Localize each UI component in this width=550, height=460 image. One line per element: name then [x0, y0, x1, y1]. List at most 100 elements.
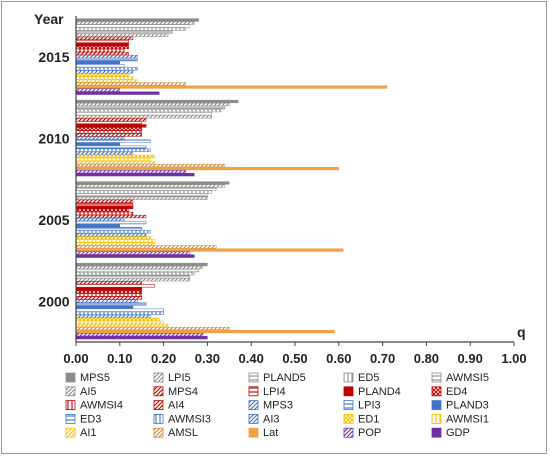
- bar-mps4-2005: [75, 199, 134, 203]
- legend-label-amsl: AMSL: [168, 427, 198, 439]
- legend-swatch-gdp: [431, 427, 442, 438]
- bar-lpi3-2010: [75, 139, 151, 143]
- bar-lpi4-2010: [75, 121, 142, 125]
- chart-frame: 0.00 0.10 0.20 0.30 0.40 0.50 0.60 0.70 0.80 0.90…: [1, 1, 547, 454]
- legend-label-pop: POP: [358, 427, 381, 439]
- bar-amsl-2015: [75, 82, 186, 86]
- legend-swatch-lpi5: [153, 372, 164, 383]
- legend-label-mps3: MPS3: [263, 400, 293, 412]
- x-tick-label: 0.00: [63, 351, 88, 366]
- bar-pop-2010: [75, 170, 186, 174]
- legend-label-ed4: ED4: [446, 386, 467, 398]
- x-tick-label: 0.70: [370, 351, 395, 366]
- y-category-label-2000: 2000: [38, 293, 69, 309]
- bar-awmsi3-2000: [75, 311, 164, 315]
- bar-awmsi1-2000: [75, 320, 164, 325]
- bar-mps3-2015: [75, 54, 138, 59]
- legend-label-awmsi3: AWMSI3: [168, 413, 211, 425]
- x-tick-label: 0.40: [239, 351, 264, 366]
- bar-amsl-2005: [75, 245, 217, 249]
- x-tick-label: 0.30: [195, 351, 220, 366]
- bar-mps4-2010: [75, 118, 147, 122]
- bar-ai5-2015: [75, 33, 169, 37]
- legend-label-ed1: ED1: [358, 413, 379, 425]
- legend-label-lat: Lat: [263, 427, 278, 439]
- x-tick-label: 0.10: [107, 351, 132, 366]
- legend-label-lpi5: LPI5: [168, 372, 191, 384]
- bar-ai5-2000: [75, 278, 191, 282]
- y-category-labels: 2015 2010 2005 2000: [38, 49, 69, 309]
- bar-ed5-2010: [75, 109, 221, 113]
- legend-swatch-ai3: [248, 413, 259, 424]
- bar-lpi5-2015: [75, 21, 195, 25]
- bar-pop-2015: [75, 88, 121, 92]
- y-category-label-2015: 2015: [38, 49, 69, 65]
- legend-swatch-awmsi4: [65, 400, 76, 411]
- bar-pland4-2010: [75, 124, 147, 128]
- legend-swatch-ed3: [65, 413, 76, 424]
- legend-label-awmsi5: AWMSI5: [446, 372, 489, 384]
- legend-label-ai4: AI4: [168, 400, 185, 412]
- bar-ai3-2000: [75, 314, 151, 318]
- bar-ai1-2015: [75, 79, 138, 83]
- bar-awmsi3-2005: [75, 230, 151, 234]
- bar-ed5-2015: [75, 27, 186, 31]
- legend-label-ed3: ED3: [80, 413, 101, 425]
- bar-gdp-2000: [75, 336, 208, 340]
- bar-pland5-2015: [75, 24, 191, 28]
- legend-swatch-ed1: [343, 413, 354, 424]
- bar-pland5-2000: [75, 268, 199, 273]
- bar-pland3-2005: [75, 224, 121, 228]
- bar-ed1-2005: [75, 236, 151, 240]
- bar-lpi4-2000: [75, 284, 156, 288]
- bar-awmsi4-2010: [75, 130, 142, 134]
- bar-ed3-2015: [75, 64, 125, 68]
- x-tick-label: 0.80: [414, 351, 439, 366]
- bar-awmsi3-2010: [75, 148, 151, 152]
- legend-swatch-lpi3: [343, 400, 354, 411]
- bar-lpi3-2015: [75, 58, 138, 62]
- legend-swatch-awmsi1: [431, 413, 442, 424]
- legend-swatch-ai4: [153, 400, 164, 411]
- bar-pland4-2015: [75, 42, 129, 46]
- bar-lpi5-2000: [75, 265, 204, 270]
- y-axis-title: Year: [34, 11, 64, 27]
- bar-awmsi5-2010: [75, 112, 213, 116]
- x-tick-label: 0.50: [282, 351, 307, 366]
- bar-amsl-2010: [75, 163, 226, 168]
- bar-ed1-2000: [75, 317, 160, 321]
- legend-swatch-mps5: [65, 372, 76, 383]
- x-tick-label: 0.90: [458, 351, 483, 366]
- bar-pland4-2005: [75, 205, 134, 209]
- legend-swatch-amsl: [153, 427, 164, 438]
- bar-ai4-2000: [75, 296, 142, 300]
- bar-ai3-2015: [75, 70, 134, 74]
- bar-pland5-2005: [75, 187, 217, 191]
- legend-label-gdp: GDP: [446, 427, 470, 439]
- y-category-label-2010: 2010: [38, 130, 69, 146]
- legend-label-ai3: AI3: [263, 413, 280, 425]
- legend-swatch-pland3: [431, 400, 442, 411]
- bar-ai4-2015: [75, 51, 129, 56]
- bar-pland3-2015: [75, 61, 121, 65]
- bar-mps4-2000: [75, 281, 142, 285]
- x-tick-label: 1.00: [501, 351, 526, 366]
- legend-swatch-pop: [343, 427, 354, 438]
- bar-awmsi5-2015: [75, 30, 173, 34]
- legend-swatch-mps3: [248, 400, 259, 411]
- bar-lat-2000: [75, 329, 335, 334]
- bar-lpi4-2005: [75, 202, 134, 206]
- bar-awmsi1-2010: [75, 157, 151, 162]
- bar-ai3-2005: [75, 233, 147, 237]
- bar-ed1-2015: [75, 73, 129, 77]
- bar-lat-2005: [75, 248, 344, 252]
- bar-lpi3-2000: [75, 302, 147, 306]
- bar-ed1-2010: [75, 154, 156, 158]
- legend-label-ai5: AI5: [80, 386, 97, 398]
- bar-awmsi1-2015: [75, 76, 134, 80]
- bar-ai3-2010: [75, 151, 134, 155]
- legend-label-lpi4: LPI4: [263, 386, 286, 398]
- bar-awmsi5-2000: [75, 275, 191, 279]
- bar-mps5-2010: [75, 99, 239, 104]
- bar-ai4-2005: [75, 214, 147, 219]
